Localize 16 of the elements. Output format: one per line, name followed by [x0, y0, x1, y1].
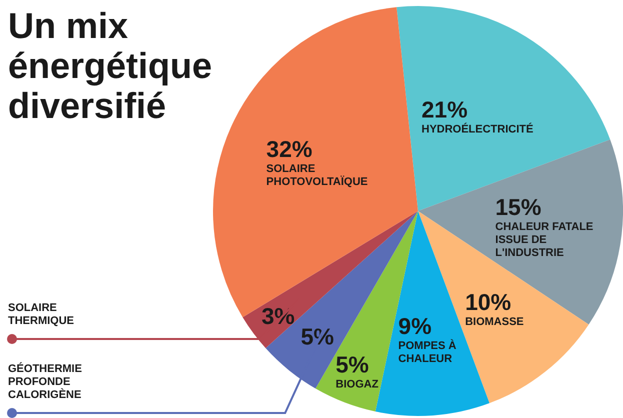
data-label: 15%: [495, 194, 542, 220]
data-label: 32%: [266, 136, 312, 162]
data-label: 21%: [421, 96, 468, 123]
data-label: 10%: [465, 288, 512, 315]
slice-label: HYDROÉLECTRICITÉ: [421, 122, 534, 136]
data-label: 5%: [300, 323, 334, 350]
slice-label: POMPES À CHALEUR: [398, 338, 456, 365]
slice-label: BIOGAZ: [336, 378, 379, 390]
slice-label: SOLAIRE THERMIQUE: [8, 302, 74, 327]
slice-label: GÉOTHERMIE PROFONDE CALORIGÈNE: [8, 362, 82, 401]
slice-label: CHALEUR FATALE ISSUE DE L'INDUSTRIE: [495, 221, 594, 260]
data-label: 5%: [336, 351, 369, 378]
data-label: 9%: [398, 312, 432, 339]
text: Un mix énergétique diversifié: [8, 5, 214, 126]
slice-label: BIOMASSE: [465, 316, 524, 328]
slice-label: SOLAIRE PHOTOVOLTAÏQUE: [266, 162, 368, 188]
